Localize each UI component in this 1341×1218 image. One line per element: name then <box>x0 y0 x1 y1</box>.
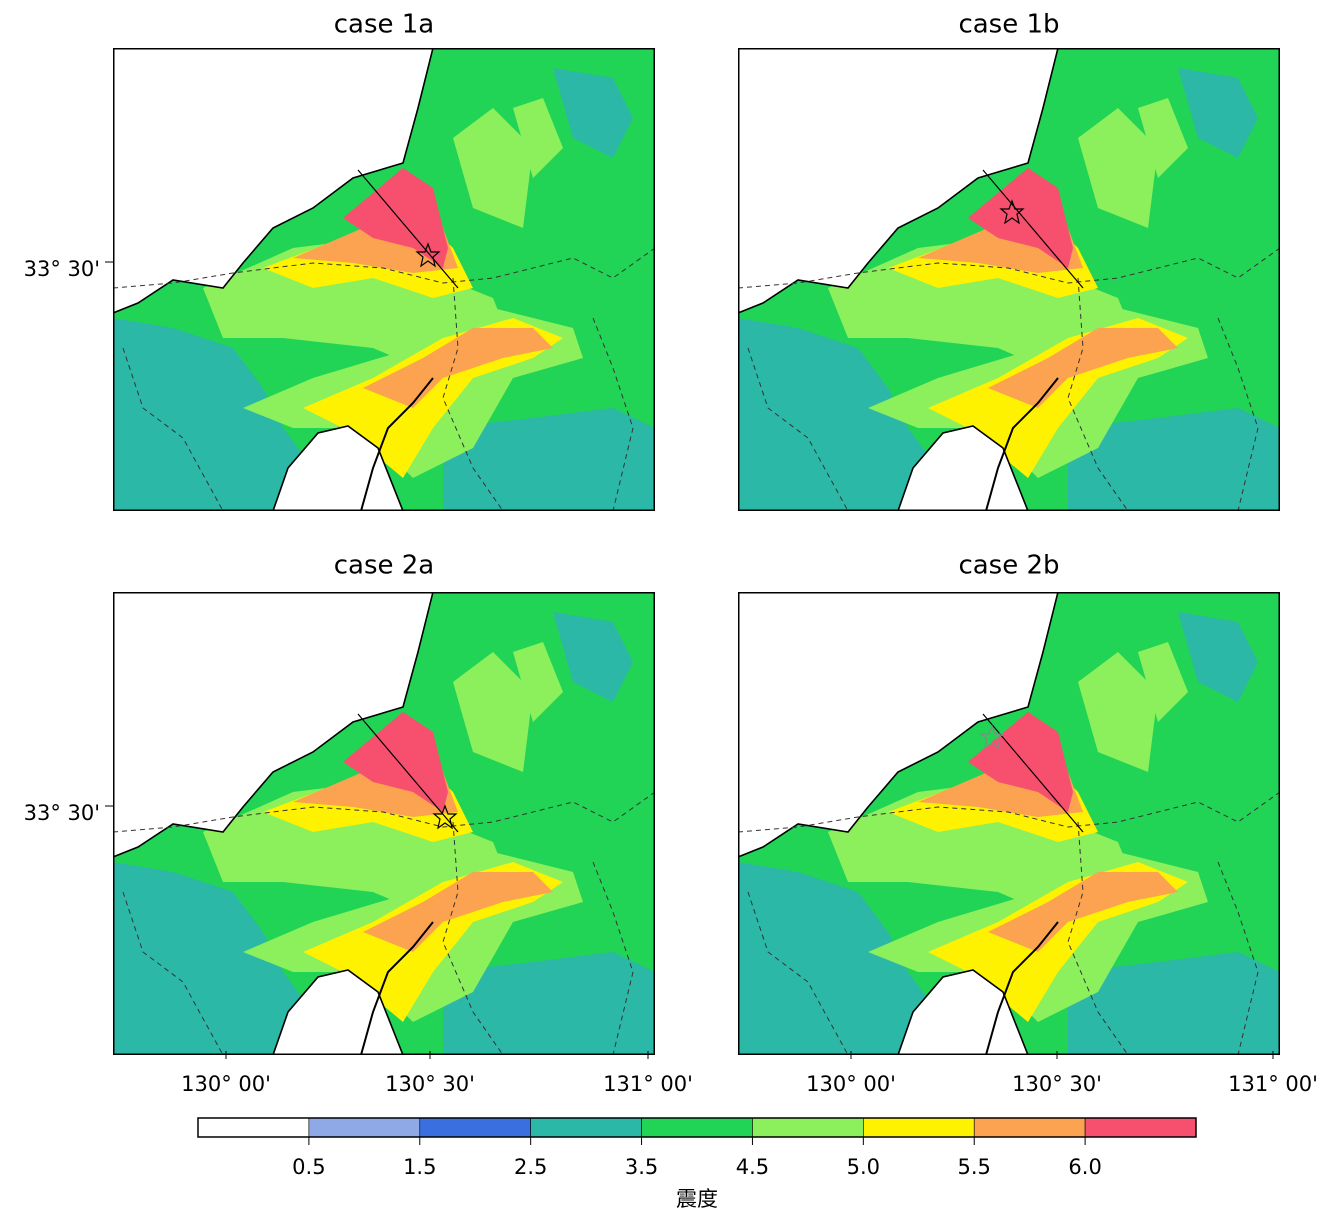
colorbar-segment <box>863 1117 975 1138</box>
map-panel <box>113 48 655 511</box>
map-panel <box>738 592 1280 1055</box>
colorbar-tick-label: 5.5 <box>958 1155 991 1179</box>
colorbar: 0.5 1.5 2.5 3.5 4.5 5.0 5.5 6.0 震度 <box>197 1117 1197 1211</box>
panel-title: case 2b <box>958 551 1059 581</box>
panel-title: case 1a <box>334 10 435 40</box>
lon-label: 131° 00' <box>1228 1072 1318 1096</box>
map-panel <box>738 48 1280 511</box>
lat-label: 33° 30' <box>24 257 100 281</box>
epicenter-star <box>415 242 441 268</box>
panel-maps <box>113 48 1280 1055</box>
colorbar-tick-label: 1.5 <box>403 1155 436 1179</box>
colorbar-tick-label: 3.5 <box>625 1155 658 1179</box>
colorbar-frame <box>197 1117 1197 1138</box>
colorbar-segment <box>1084 1117 1197 1138</box>
fault-line <box>357 169 459 289</box>
lon-label: 130° 00' <box>806 1072 896 1096</box>
lon-label: 130° 30' <box>385 1072 475 1096</box>
epicenter-star <box>432 804 458 830</box>
colorbar-segment <box>308 1117 421 1138</box>
lon-label: 130° 00' <box>181 1072 271 1096</box>
colorbar-tick-label: 6.0 <box>1068 1155 1101 1179</box>
colorbar-segment <box>419 1117 531 1138</box>
colorbar-segment <box>752 1117 864 1138</box>
colorbar-title: 震度 <box>676 1187 718 1211</box>
lon-label: 131° 00' <box>603 1072 693 1096</box>
lon-label: 130° 30' <box>1012 1072 1102 1096</box>
map-panel <box>113 592 655 1055</box>
colorbar-segment <box>641 1117 753 1138</box>
panel-title: case 1b <box>958 10 1059 40</box>
panel-title: case 2a <box>334 551 435 581</box>
colorbar-tick-label: 2.5 <box>514 1155 547 1179</box>
fault-line <box>357 713 459 833</box>
colorbar-tick-label: 5.0 <box>847 1155 880 1179</box>
colorbar-tick-label: 0.5 <box>292 1155 325 1179</box>
epicenters <box>415 199 1025 830</box>
colorbar-tick-label: 4.5 <box>736 1155 769 1179</box>
colorbar-segment <box>197 1117 310 1138</box>
colorbar-segment <box>973 1117 1086 1138</box>
fault-line <box>982 169 1084 289</box>
colorbar-segment <box>530 1117 642 1138</box>
epicenter-star <box>979 724 1005 750</box>
epicenter-star <box>999 199 1025 225</box>
lon-labels: 130° 00' 130° 30' 131° 00' 130° 00' 130° 30'… <box>181 1051 1318 1096</box>
lat-label: 33° 30' <box>24 801 100 825</box>
